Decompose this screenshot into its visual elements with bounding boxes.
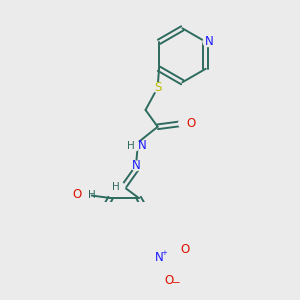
Text: O: O (164, 274, 174, 287)
Text: N: N (132, 159, 140, 172)
Text: H: H (88, 190, 96, 200)
Text: O: O (181, 243, 190, 256)
Circle shape (114, 182, 124, 193)
Circle shape (80, 189, 90, 200)
Circle shape (154, 253, 164, 262)
Circle shape (203, 37, 212, 46)
Text: +: + (161, 250, 167, 256)
Circle shape (173, 244, 183, 254)
Text: N: N (205, 35, 214, 48)
Text: H: H (127, 141, 135, 151)
Circle shape (178, 119, 188, 128)
Text: −: − (172, 278, 180, 289)
Text: O: O (72, 188, 82, 201)
Circle shape (164, 276, 174, 286)
Circle shape (129, 140, 140, 151)
Text: N: N (137, 139, 146, 152)
Circle shape (131, 161, 141, 171)
Circle shape (153, 83, 162, 92)
Text: H: H (112, 182, 120, 193)
Text: O: O (187, 117, 196, 130)
Text: N: N (154, 251, 164, 264)
Text: S: S (154, 81, 161, 94)
